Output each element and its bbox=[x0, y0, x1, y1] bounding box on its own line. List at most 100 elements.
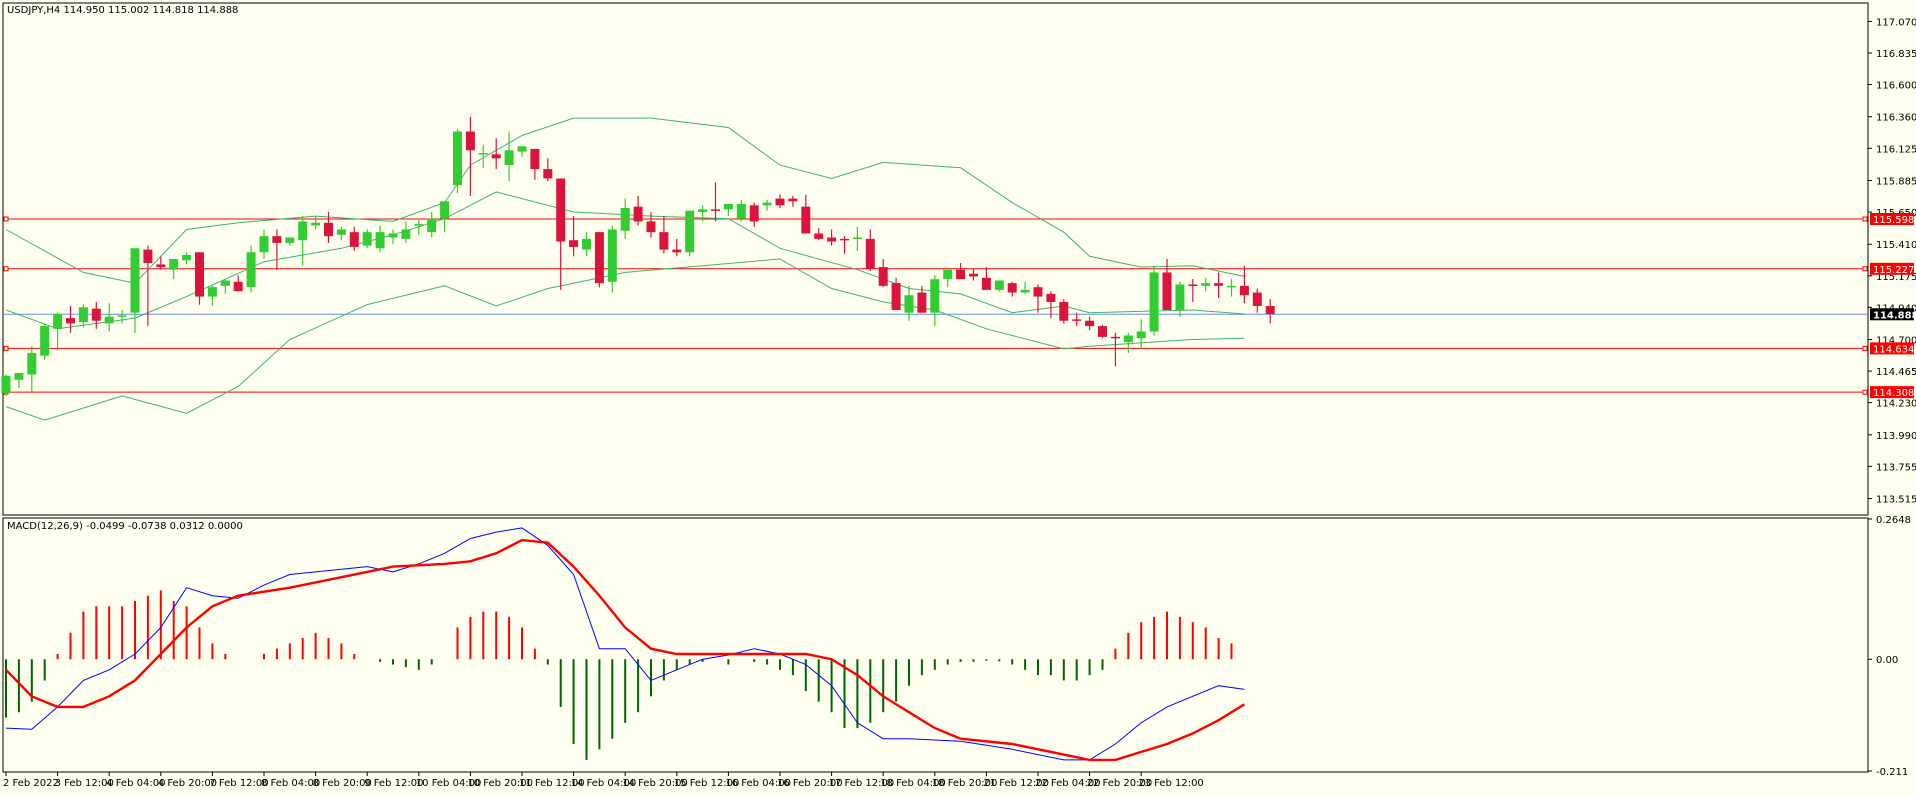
bull-candle bbox=[362, 232, 372, 246]
time-tick-label: 14 Feb 04:00 bbox=[571, 778, 637, 789]
bear-candle bbox=[91, 308, 101, 321]
bear-candle bbox=[66, 318, 75, 324]
macd-panel bbox=[5, 527, 1246, 762]
price-tick-label: 117.070 bbox=[1876, 17, 1916, 28]
time-tick-label: 23 Feb 12:00 bbox=[1138, 778, 1204, 789]
bull-candle bbox=[259, 236, 269, 253]
bear-candle bbox=[646, 221, 656, 233]
level-handle-right[interactable] bbox=[1862, 345, 1868, 351]
bull-candle bbox=[852, 237, 862, 240]
bear-candle bbox=[143, 249, 153, 264]
bull-candle bbox=[117, 315, 127, 317]
bear-candle bbox=[594, 232, 604, 284]
bull-candle bbox=[78, 307, 88, 323]
time-tick-label: 7 Feb 12:00 bbox=[209, 778, 268, 789]
bull-candle bbox=[311, 222, 321, 226]
bull-candle bbox=[930, 279, 940, 313]
bull-candle bbox=[904, 295, 914, 313]
bear-candle bbox=[1085, 320, 1095, 327]
bull-candle bbox=[620, 208, 630, 231]
bear-candle bbox=[1033, 287, 1043, 297]
price-tick-label: 114.230 bbox=[1876, 399, 1916, 410]
level-price-tag-label: 115.227 bbox=[1873, 265, 1914, 276]
bull-candle bbox=[169, 259, 179, 270]
bear-candle bbox=[775, 198, 785, 206]
bear-candle bbox=[1098, 326, 1107, 337]
bull-candle bbox=[1149, 272, 1159, 332]
level-price-tag bbox=[1870, 386, 1914, 399]
time-tick-label: 22 Feb 04:00 bbox=[1035, 778, 1101, 789]
time-tick-label: 4 Feb 04:00 bbox=[106, 778, 165, 789]
bull-candle bbox=[994, 280, 1004, 290]
bull-candle bbox=[1020, 289, 1030, 293]
level-price-tag-label: 114.308 bbox=[1873, 388, 1914, 399]
bear-candle bbox=[556, 178, 566, 242]
level-price-tag-label: 115.598 bbox=[1873, 215, 1914, 226]
bull-candle bbox=[943, 269, 953, 280]
bull-candle bbox=[1136, 331, 1146, 339]
bear-candle bbox=[1162, 272, 1172, 310]
bull-candle bbox=[1123, 335, 1133, 343]
time-tick-label: 10 Feb 20:00 bbox=[467, 778, 533, 789]
bull-candle bbox=[1175, 284, 1185, 310]
price-tick-label: 116.835 bbox=[1876, 49, 1916, 60]
macd-tick-label: 0.2648 bbox=[1876, 515, 1911, 526]
time-tick-label: 16 Feb 04:00 bbox=[725, 778, 791, 789]
bull-candle bbox=[478, 152, 488, 155]
price-tick-label: 113.990 bbox=[1876, 431, 1916, 442]
bear-candle bbox=[981, 277, 991, 290]
bull-candle bbox=[427, 218, 437, 233]
bear-candle bbox=[156, 264, 166, 268]
time-tick-label: 3 Feb 12:00 bbox=[55, 778, 114, 789]
bull-candle bbox=[401, 229, 411, 239]
current-price-tag bbox=[1870, 308, 1914, 321]
bear-candle bbox=[349, 232, 359, 247]
level-handle-right[interactable] bbox=[1862, 266, 1868, 272]
bull-candle bbox=[285, 237, 295, 243]
bear-candle bbox=[1239, 285, 1249, 296]
signal-line bbox=[5, 538, 1246, 762]
bear-candle bbox=[878, 267, 888, 286]
bear-candle bbox=[1252, 292, 1262, 306]
bear-candle bbox=[1046, 293, 1056, 302]
level-handle-left[interactable] bbox=[3, 266, 9, 272]
bull-candle bbox=[1, 375, 11, 394]
level-price-tag bbox=[1870, 213, 1914, 226]
level-handle-right[interactable] bbox=[1862, 389, 1868, 395]
price-tick-label: 113.755 bbox=[1876, 462, 1916, 473]
price-tick-label: 115.885 bbox=[1876, 176, 1916, 187]
time-tick-label: 17 Feb 12:00 bbox=[829, 778, 895, 789]
macd-tick-label: 0.00 bbox=[1876, 655, 1898, 666]
bear-candle bbox=[1072, 319, 1082, 321]
bull-candle bbox=[53, 314, 63, 329]
time-tick-label: 15 Feb 12:00 bbox=[674, 778, 740, 789]
time-tick-label: 16 Feb 20:00 bbox=[777, 778, 843, 789]
bear-candle bbox=[749, 205, 759, 222]
price-tick-label: 114.465 bbox=[1876, 367, 1916, 378]
bull-candle bbox=[40, 326, 50, 356]
bear-candle bbox=[1214, 283, 1224, 286]
time-tick-label: 2 Feb 2022 bbox=[3, 778, 59, 789]
current-price-tag-label: 114.888 bbox=[1873, 310, 1916, 321]
price-tick-label: 116.600 bbox=[1876, 81, 1916, 92]
bear-candle bbox=[801, 206, 811, 234]
bear-candle bbox=[569, 240, 579, 247]
bull-candle bbox=[607, 229, 617, 282]
bull-candle bbox=[130, 248, 140, 313]
bull-candle bbox=[414, 224, 424, 226]
level-handle-left[interactable] bbox=[3, 216, 9, 222]
time-tick-label: 9 Feb 12:00 bbox=[364, 778, 423, 789]
price-tick-label: 116.125 bbox=[1876, 144, 1916, 155]
level-price-tag-label: 114.634 bbox=[1873, 344, 1914, 355]
level-handle-right[interactable] bbox=[1862, 216, 1868, 222]
level-price-tag bbox=[1870, 342, 1914, 355]
bull-candle bbox=[298, 221, 308, 241]
macd-line bbox=[5, 527, 1245, 761]
bear-candle bbox=[672, 249, 682, 253]
bull-candle bbox=[762, 202, 772, 206]
bear-candle bbox=[1007, 283, 1017, 293]
level-handle-left[interactable] bbox=[3, 345, 9, 351]
macd-header: MACD(12,26,9) -0.0499 -0.0738 0.0312 0.0… bbox=[7, 521, 243, 532]
